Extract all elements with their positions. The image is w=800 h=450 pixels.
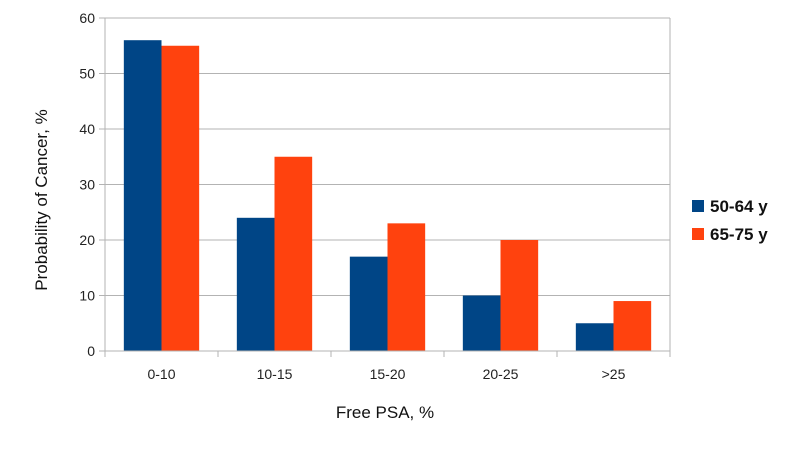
bar-series1	[349, 256, 388, 351]
bar-series1	[462, 295, 501, 351]
y-tick-label: 20	[79, 232, 95, 248]
bar-series1	[575, 323, 614, 351]
legend-label: 65-75 y	[710, 225, 768, 244]
y-tick-label: 40	[79, 121, 95, 137]
bar-series1	[236, 217, 275, 351]
legend-label: 50-64 y	[710, 197, 768, 216]
bar-series2	[161, 45, 200, 351]
x-tick-label: 0-10	[147, 366, 175, 382]
y-tick-label: 30	[79, 177, 95, 193]
legend: 50-64 y 65-75 y	[692, 197, 768, 244]
x-tick-label: 10-15	[257, 366, 293, 382]
y-tick-label: 60	[79, 10, 95, 26]
bar-series2	[387, 223, 426, 351]
y-tick-label: 0	[87, 343, 95, 359]
bar-series2	[274, 156, 313, 351]
x-tick-labels: 0-10 10-15 15-20 20-25 >25	[147, 366, 625, 382]
bar-series2	[500, 240, 539, 351]
bar-series2	[613, 301, 652, 351]
bars	[123, 40, 652, 351]
axes	[104, 18, 671, 357]
y-axis-title: Probability of Cancer, %	[32, 109, 51, 290]
y-tick-label: 50	[79, 66, 95, 82]
bar-series1	[123, 40, 162, 351]
x-tick-label: 15-20	[370, 366, 406, 382]
y-tick-labels: 0 10 20 30 40 50 60	[79, 10, 95, 359]
legend-swatch	[692, 228, 704, 240]
legend-swatch	[692, 200, 704, 212]
x-tick-label: 20-25	[483, 366, 519, 382]
x-axis-title: Free PSA, %	[336, 403, 434, 422]
y-tick-label: 10	[79, 288, 95, 304]
x-tick-label: >25	[602, 366, 626, 382]
